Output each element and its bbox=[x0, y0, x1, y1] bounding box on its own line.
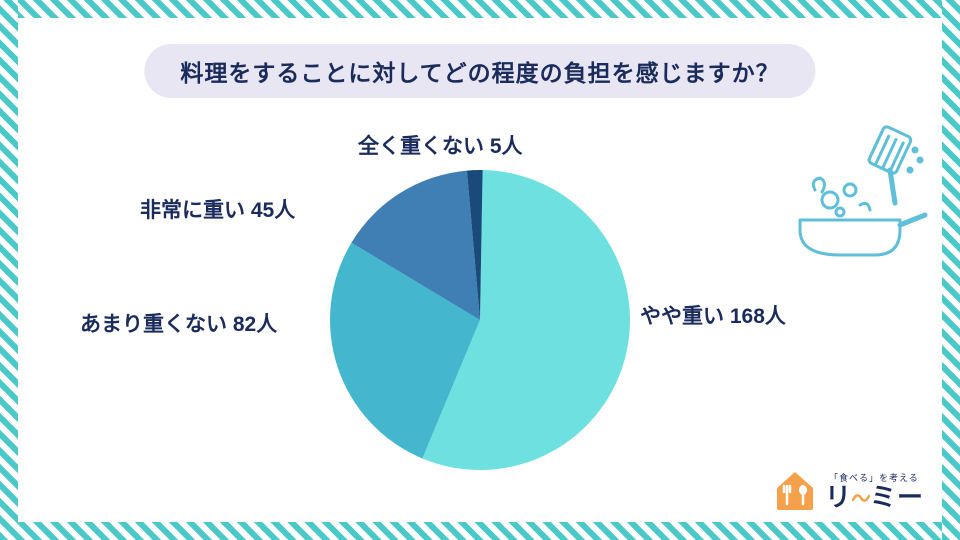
title-container: 料理をすることに対してどの程度の負担を感じますか？ bbox=[144, 44, 815, 98]
page-title: 料理をすることに対してどの程度の負担を感じますか？ bbox=[180, 54, 779, 88]
logo-house-icon bbox=[773, 468, 817, 512]
slice-label: 非常に重い 45人 bbox=[140, 194, 295, 224]
logo-name: リミー bbox=[825, 484, 924, 510]
pie-chart bbox=[330, 170, 630, 470]
cooking-illustration bbox=[780, 120, 930, 270]
slice-label: あまり重くない 82人 bbox=[80, 308, 277, 338]
slice-label: 全く重くない 5人 bbox=[358, 130, 523, 160]
slice-label: やや重い 168人 bbox=[640, 300, 786, 330]
logo: 「食べる」を考える リミー bbox=[773, 468, 924, 512]
